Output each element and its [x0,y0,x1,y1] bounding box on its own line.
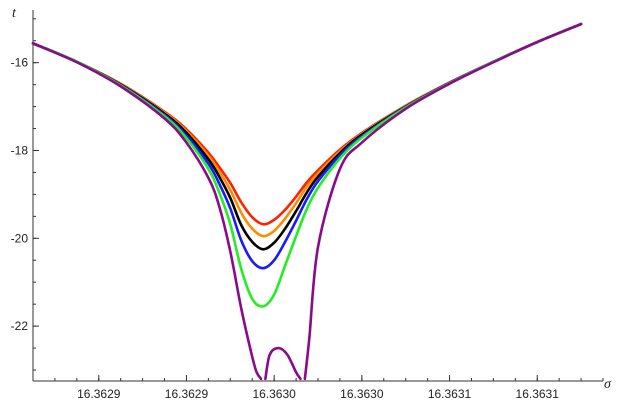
x-tick-label: 16.3631 [516,387,560,401]
y-axis-label: t [12,6,17,21]
tick-labels: -16 -18 -20 -22 16.3629 16.3629 16.3630 16.3630… [11,56,560,401]
plot-curves [31,22,583,381]
x-tick-label: 16.3630 [340,387,384,401]
series-line [31,22,583,308]
x-axis-label: σ [604,377,612,392]
axes: -16 -18 -20 -22 16.3629 16.3629 16.3630 16.3630… [11,10,604,401]
y-tick-label: -16 [11,56,29,70]
x-tick-label: 16.3630 [252,387,296,401]
x-tick-label: 16.3631 [428,387,472,401]
series-line [31,42,263,381]
series-line [31,22,583,238]
y-tick-label: -18 [11,143,29,157]
series-line [303,22,583,381]
x-tick-label: 16.3629 [165,387,209,401]
x-tick-label: 16.3629 [77,387,121,401]
ticks [32,18,604,381]
y-tick-label: -22 [11,319,29,333]
y-tick-label: -20 [11,231,29,245]
series-line [264,346,302,381]
